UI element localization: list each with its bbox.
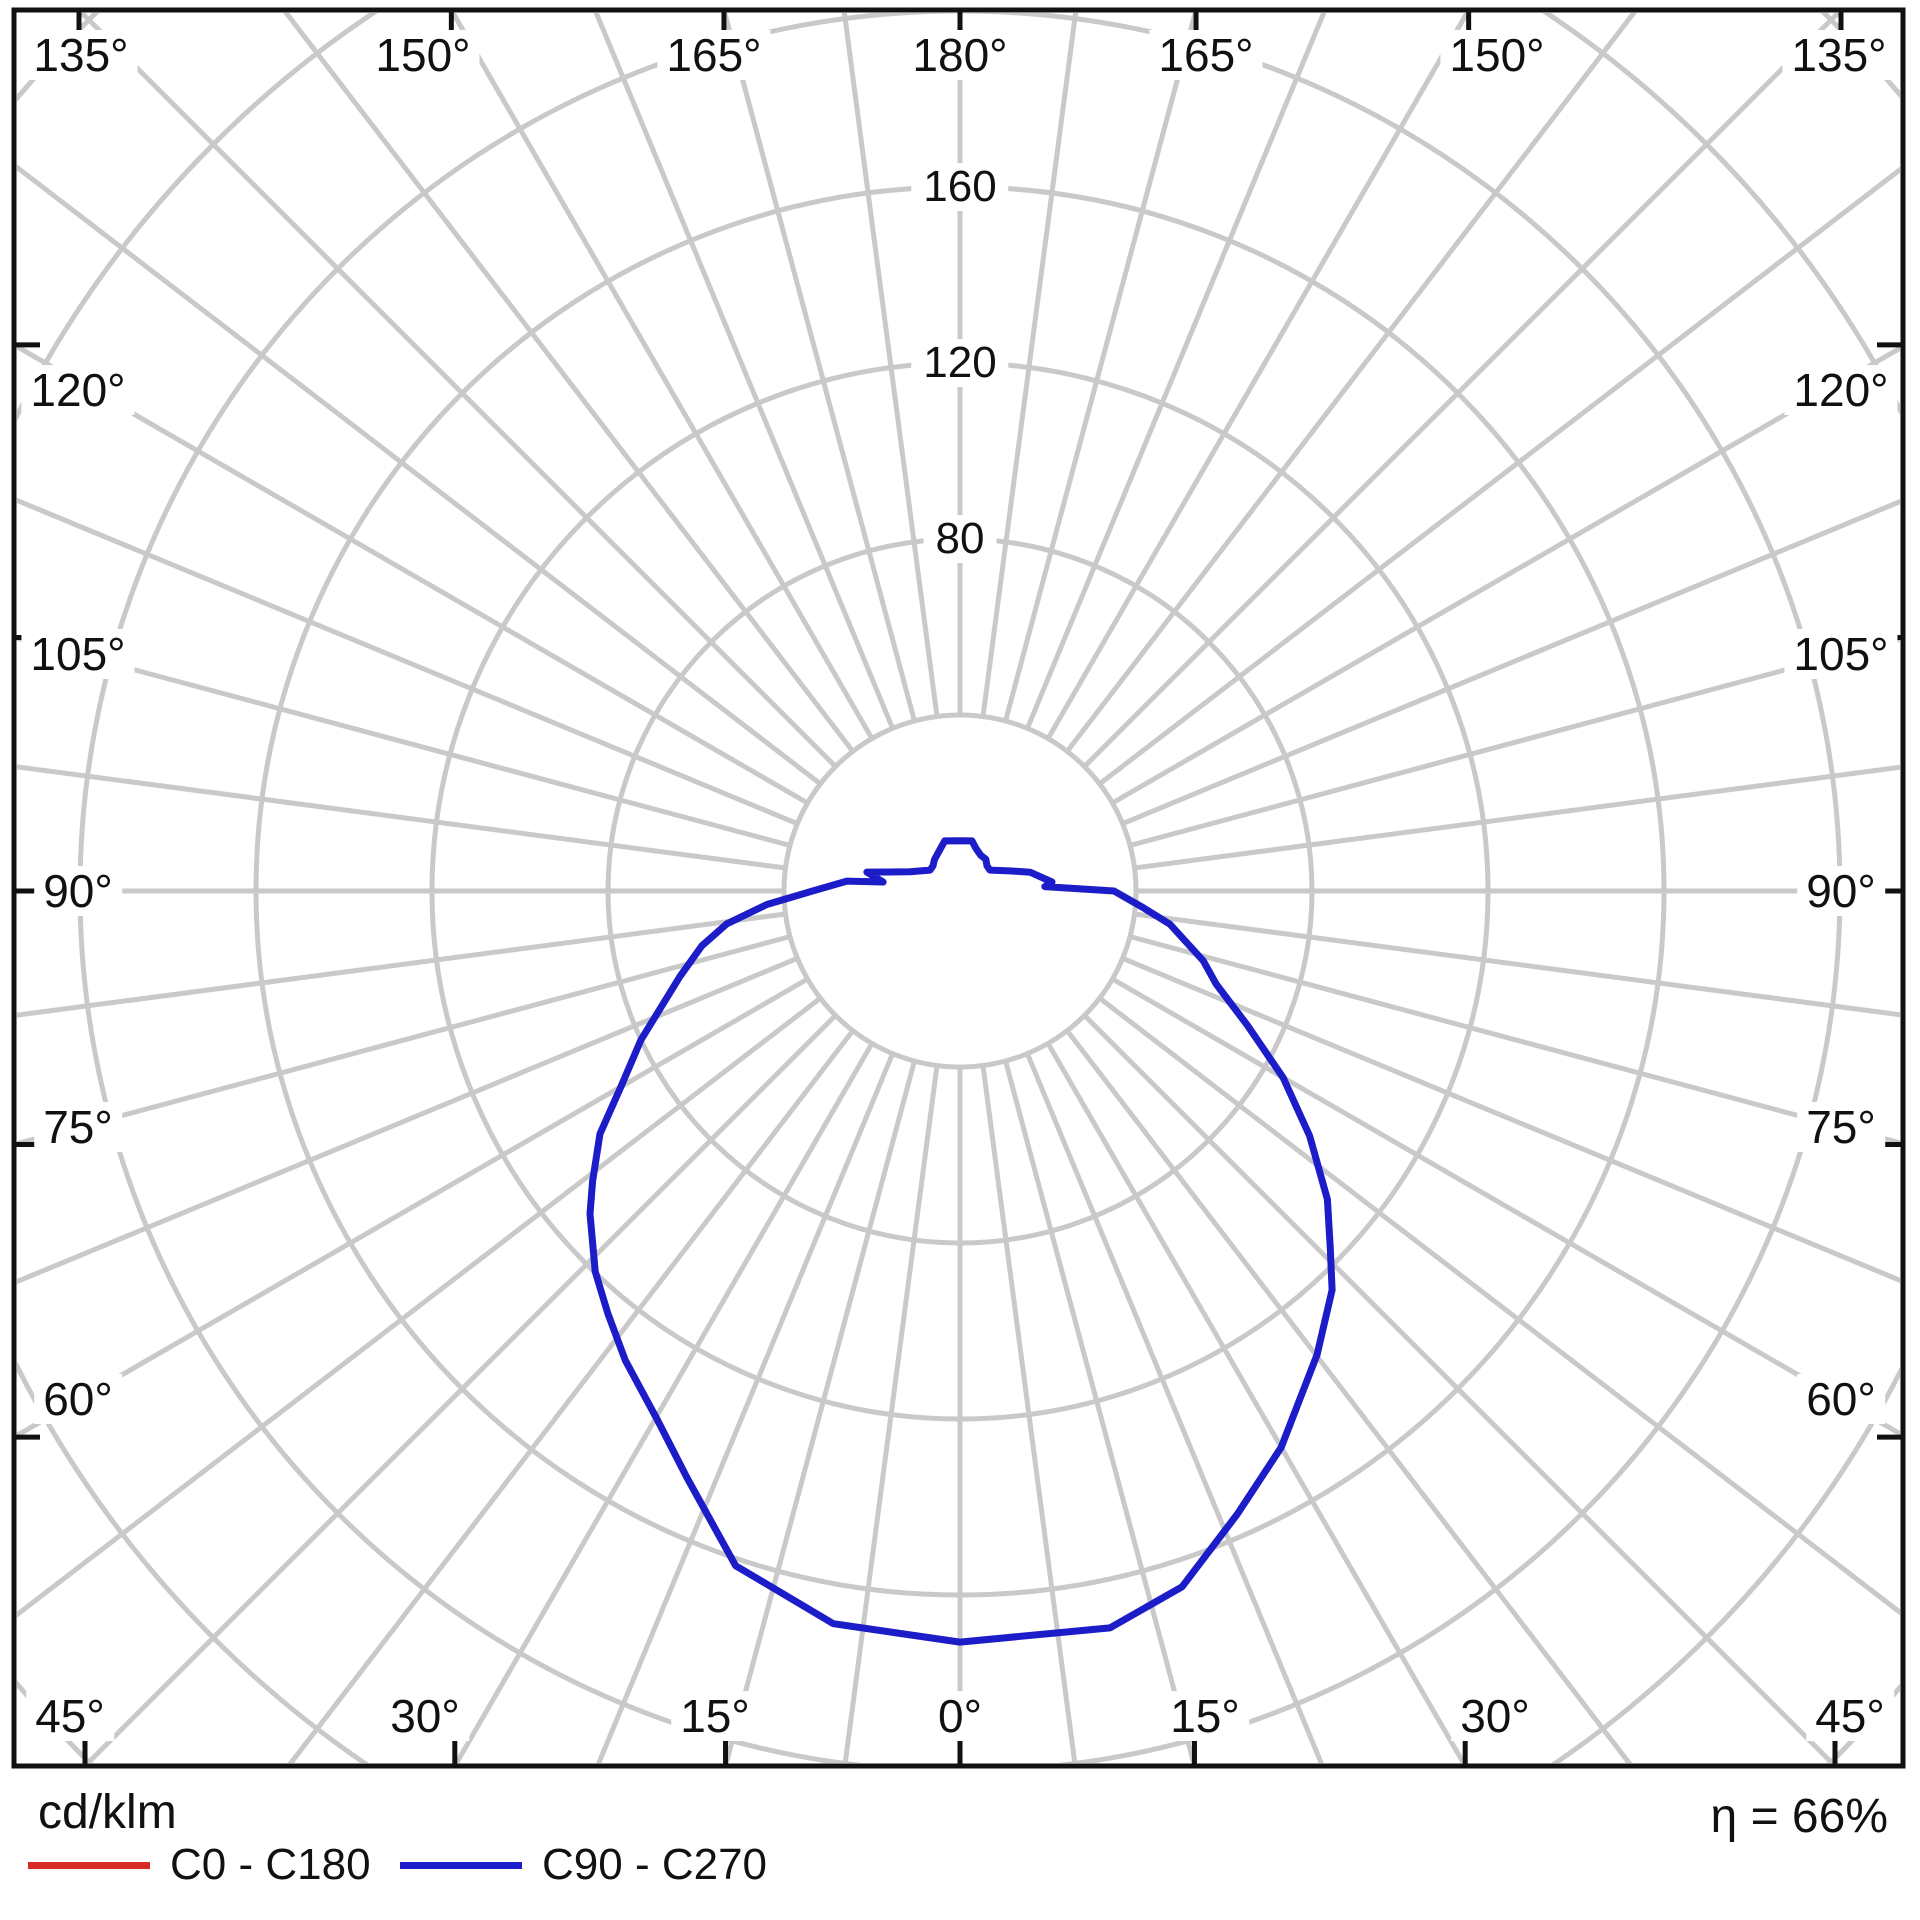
grid-spoke [1098,996,1900,1616]
grid-spoke [17,911,786,1018]
grid-spoke [1065,13,1637,753]
angle-label-top: 135° [1782,30,1896,80]
grid-spoke [17,497,799,826]
angle-label-bottom: 15° [1161,1691,1249,1741]
angle-label-left: 75° [34,1102,122,1152]
grid-ring [781,712,1139,1070]
angle-label-bottom: 30° [1451,1691,1539,1741]
unit-label: cd/klm [38,1786,177,1839]
angle-label-top: 135° [24,30,138,80]
grid-spoke [17,956,799,1285]
grid-spoke [17,976,809,1439]
legend-label-c90-c270: C90 - C270 [542,1840,768,1889]
grid-spoke [722,13,917,722]
ring-value-label: 80 [923,515,997,563]
angle-label-right: 75° [1797,1102,1885,1152]
grid-spoke [84,1013,838,1763]
angle-label-bottom: 0° [929,1691,991,1741]
angle-label-bottom: 45° [26,1691,114,1741]
grid-spoke [1003,1060,1197,1763]
angle-label-top: 165° [657,30,771,80]
angle-label-right: 90° [1797,866,1885,916]
grid-spoke [723,1060,917,1763]
grid-spoke [17,996,822,1618]
grid-spoke [17,764,786,871]
grid-spoke [1129,636,1900,848]
grid-spoke [980,1065,1078,1763]
grid-spoke [17,343,809,806]
legend-line-red [28,1861,150,1869]
grid-spoke [1003,13,1198,722]
angle-label-left: 90° [34,866,122,916]
angle-label-right: 60° [1797,1374,1885,1424]
legend-item-c0-c180: C0 - C180 [28,1843,371,1887]
grid-spoke [1082,1013,1836,1763]
grid-spoke [17,934,791,1147]
grid-spoke [1121,498,1900,826]
grid-spoke [1065,1029,1633,1763]
grid-spoke [1111,976,1900,1437]
grid-spoke [1121,956,1900,1284]
grid-spoke [287,1029,855,1763]
angle-label-top: 180° [903,30,1017,80]
grid-spoke [841,13,940,717]
grid-spoke [283,13,855,753]
efficiency-label: η = 66% [1710,1790,1888,1843]
angle-label-top: 150° [366,30,480,80]
grid-spoke [17,164,822,786]
angle-label-right: 105° [1784,629,1898,679]
grid-spoke [1045,1042,1467,1763]
angle-label-bottom: 15° [671,1691,759,1741]
grid-spoke [1134,764,1900,871]
angle-label-left: 105° [21,629,135,679]
grid-spoke [980,13,1079,717]
ring-value-label: 160 [911,163,1009,211]
grid-spoke [1129,934,1900,1146]
grid-spoke [1045,13,1470,740]
grid-spoke [596,1052,895,1763]
grid-spoke [1025,1052,1324,1763]
angle-label-top: 150° [1440,30,1554,80]
grid-spoke [1134,911,1900,1018]
grid-spoke [1098,166,1900,786]
grid-spoke [450,13,875,740]
angle-label-top: 165° [1149,30,1263,80]
angle-label-left: 60° [34,1374,122,1424]
grid-spoke [17,635,791,848]
grid-spoke [1025,13,1327,730]
grid-spoke [453,1042,875,1763]
angle-label-left: 120° [21,365,135,415]
angle-label-right: 120° [1784,365,1898,415]
legend-item-c90-c270: C90 - C270 [400,1843,767,1887]
grid-spoke [842,1065,940,1763]
ring-value-label: 120 [911,339,1009,387]
c90-c270-curve [586,837,1336,1646]
legend-label-c0-c180: C0 - C180 [170,1840,371,1889]
angle-label-bottom: 30° [381,1691,469,1741]
legend-line-blue [400,1861,522,1869]
angle-label-bottom: 45° [1806,1691,1894,1741]
grid-spoke [593,13,895,730]
grid-spoke [1111,345,1900,806]
